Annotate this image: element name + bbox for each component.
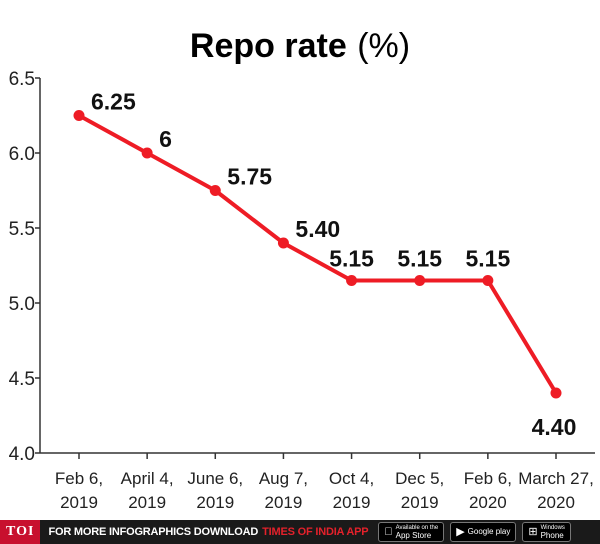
repo-rate-chart: Repo rate (%) 4.0 4.5 5.0 5.5 6.0 6.5 Feb 6, 2… <box>9 27 595 512</box>
data-label: 5.15 <box>465 246 510 272</box>
store-badge-name: App Store <box>387 532 432 542</box>
data-label: 4.40 <box>532 414 577 440</box>
store-badge-name: Phone <box>532 529 564 540</box>
toi-logo: TOI <box>0 520 41 544</box>
x-tick-label: Feb 6, 2020 <box>464 469 512 512</box>
x-tick-label-line: 2019 <box>265 493 303 512</box>
y-tick-label: 4.0 <box>9 444 35 465</box>
store-badge-text: Windows Phone <box>541 524 565 540</box>
x-tick-label-line: Feb 6, <box>55 469 103 488</box>
apple-icon:  <box>384 527 392 538</box>
y-tick-label: 6.0 <box>9 144 35 165</box>
data-point <box>141 147 153 159</box>
store-badge-text: Google play <box>468 528 511 536</box>
x-tick-label: Aug 7, 2019 <box>259 469 308 512</box>
y-tick-label: 6.5 <box>9 69 35 90</box>
windows-icon: ⊞ <box>520 524 537 538</box>
x-tick-label-line: 2019 <box>333 493 371 512</box>
data-point <box>550 387 562 399</box>
x-tick-label-line: 2019 <box>128 493 166 512</box>
data-label: 5.40 <box>295 216 340 242</box>
store-badge-text: Available on the App Store <box>396 524 439 540</box>
footer-promo-text: FOR MORE INFOGRAPHICS DOWNLOAD <box>48 526 259 538</box>
play-icon: ▶ <box>447 524 464 538</box>
x-tick-label-line: 2020 <box>469 493 507 512</box>
data-points <box>73 110 562 399</box>
x-tick-label: April 4, 2019 <box>121 469 174 512</box>
x-tick-label-line: Dec 5, <box>395 469 444 488</box>
data-label: 5.75 <box>227 164 272 190</box>
store-badge-name: Google play <box>459 525 511 536</box>
x-tick-label-line: Feb 6, <box>464 469 512 488</box>
data-point <box>209 185 221 196</box>
y-tick-label: 4.5 <box>9 369 35 390</box>
x-tick-label: June 6, 2019 <box>187 469 243 512</box>
data-point <box>482 275 494 286</box>
chart-title: Repo rate (%) <box>190 27 410 65</box>
data-label: 6.25 <box>91 89 136 115</box>
x-tick-label: Oct 4, 2019 <box>329 469 374 512</box>
store-badge-small: Windows <box>532 523 565 531</box>
x-tick-label-line: June 6, <box>187 469 243 488</box>
x-tick-labels: Feb 6, 2019 April 4, 2019 June 6, 2019 Aug 7, 2… <box>55 453 594 512</box>
data-point <box>73 110 85 121</box>
data-point <box>346 275 358 286</box>
data-label: 6 <box>159 126 172 152</box>
x-tick-label: Dec 5, 2019 <box>395 469 444 512</box>
store-badge-small: Available on the <box>387 525 439 533</box>
x-tick-label-line: April 4, <box>121 469 174 488</box>
x-tick-label: March 27, 2020 <box>518 469 594 512</box>
x-tick-label-line: Aug 7, <box>259 469 308 488</box>
x-tick-label-line: 2019 <box>60 493 98 512</box>
x-tick-label-line: 2020 <box>537 493 575 512</box>
data-labels: 6.25 6 5.75 5.40 5.15 5.15 5.15 4.40 <box>91 89 576 441</box>
y-tick-label: 5.5 <box>9 219 35 240</box>
store-badge[interactable]: ⊞ Windows Phone <box>522 522 571 542</box>
x-tick-label-line: March 27, <box>518 469 594 488</box>
data-point <box>414 275 426 286</box>
store-badge[interactable]: ▶ Google play <box>447 522 517 542</box>
x-tick-label: Feb 6, 2019 <box>55 469 103 512</box>
x-tick-label-line: 2019 <box>196 493 234 512</box>
footer-brand-text: TIMES OF INDIA APP <box>262 526 369 538</box>
data-point <box>277 237 289 249</box>
data-label: 5.15 <box>329 246 374 272</box>
x-tick-label-line: Oct 4, <box>329 469 374 488</box>
series-line <box>78 113 558 395</box>
footer-banner: TOI FOR MORE INFOGRAPHICS DOWNLOAD TIMES… <box>0 520 600 544</box>
y-tick-labels: 4.0 4.5 5.0 5.5 6.0 6.5 <box>9 69 40 465</box>
y-tick-label: 5.0 <box>9 294 35 315</box>
x-tick-label-line: 2019 <box>401 493 439 512</box>
data-label: 5.15 <box>397 246 442 272</box>
